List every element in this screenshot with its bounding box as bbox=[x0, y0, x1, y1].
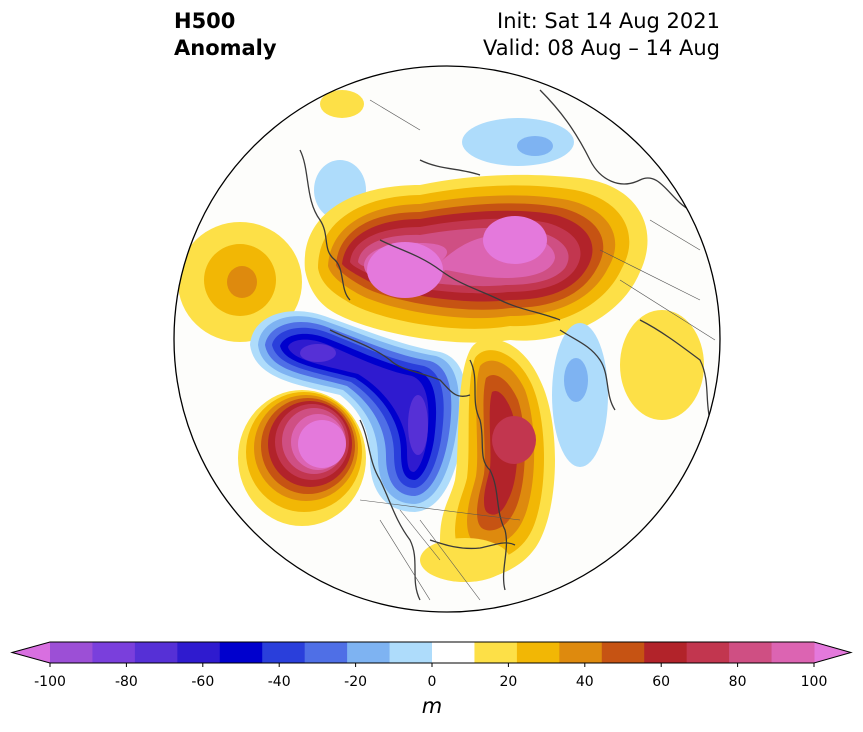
colorbar-segment bbox=[347, 642, 391, 663]
colorbar-segment bbox=[177, 642, 221, 663]
colorbar-segment bbox=[262, 642, 306, 663]
colorbar-segment bbox=[771, 642, 815, 663]
colorbar-segment bbox=[729, 642, 773, 663]
anomaly-arctic-high bbox=[304, 174, 648, 343]
anomaly-southern-high bbox=[420, 538, 510, 582]
anomaly-small-high bbox=[320, 90, 364, 118]
anomaly-alaska-high bbox=[238, 390, 366, 526]
anomaly-greenland-low bbox=[552, 323, 608, 467]
colorbar-unit: m bbox=[421, 694, 443, 718]
colorbar-segment bbox=[474, 642, 518, 663]
anomaly-east-canada-high bbox=[440, 338, 555, 580]
colorbar-over-extension bbox=[814, 642, 851, 663]
anomaly-west-pacific-high bbox=[178, 222, 302, 342]
colorbar-tick-label: 0 bbox=[427, 674, 437, 690]
colorbar-segment bbox=[389, 642, 433, 663]
colorbar-tick-label: -80 bbox=[114, 674, 138, 690]
colorbar-segment bbox=[644, 642, 688, 663]
title-right: Init: Sat 14 Aug 2021 Valid: 08 Aug – 14… bbox=[483, 8, 720, 62]
colorbar-segment bbox=[516, 642, 560, 663]
colorbar-segment bbox=[304, 642, 348, 663]
title-left: H500 Anomaly bbox=[174, 8, 277, 62]
colorbar-segment bbox=[134, 642, 178, 663]
colorbar-tick-label: 60 bbox=[652, 674, 671, 690]
coastlines bbox=[299, 89, 711, 601]
map-field bbox=[174, 66, 720, 612]
anomaly-europe-low bbox=[462, 118, 574, 166]
globe-boundary bbox=[173, 65, 721, 613]
colorbar-tick-label: -20 bbox=[344, 674, 368, 690]
colorbar-tick-label: 100 bbox=[800, 674, 828, 690]
colorbar-tick-label: 80 bbox=[728, 674, 747, 690]
colorbar-segment bbox=[559, 642, 603, 663]
title-variable: H500 bbox=[174, 9, 236, 33]
title-init: Init: Sat 14 Aug 2021 bbox=[497, 9, 720, 33]
colorbar-segment bbox=[50, 642, 93, 663]
anomaly-atlantic-high bbox=[620, 310, 704, 420]
borders bbox=[359, 99, 716, 601]
colorbar-tick-label: -60 bbox=[191, 674, 215, 690]
colorbar-tick-label: -100 bbox=[34, 674, 66, 690]
title-anomaly: Anomaly bbox=[174, 36, 277, 60]
polar-map bbox=[173, 65, 721, 613]
colorbar-segment bbox=[92, 642, 136, 663]
anomaly-canada-low bbox=[250, 311, 467, 512]
colorbar-tick-label: 20 bbox=[499, 674, 518, 690]
colorbar-tick-label: 40 bbox=[575, 674, 594, 690]
colorbar-tick-label: -40 bbox=[267, 674, 291, 690]
title-valid: Valid: 08 Aug – 14 Aug bbox=[482, 36, 720, 60]
colorbar-segment bbox=[432, 642, 475, 663]
colorbar-segment bbox=[219, 642, 263, 663]
colorbar-under-extension bbox=[12, 642, 50, 663]
colorbar-segment bbox=[601, 642, 645, 663]
colorbar-segment bbox=[686, 642, 730, 663]
